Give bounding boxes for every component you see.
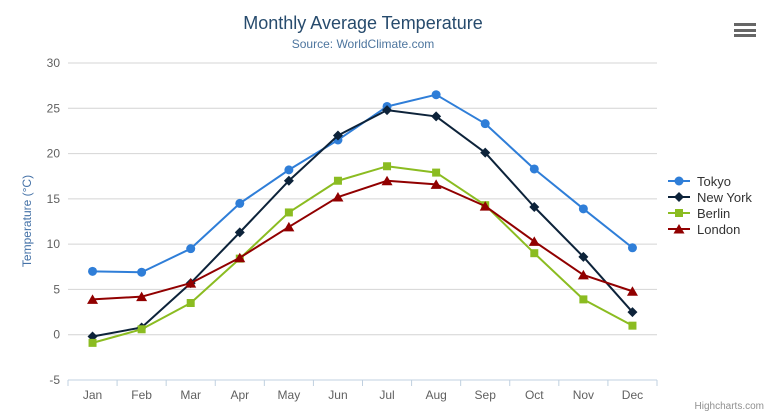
data-point-berlin[interactable] — [333, 176, 342, 185]
x-axis-tick-label: Nov — [573, 388, 594, 402]
data-point-london[interactable] — [283, 221, 295, 232]
x-axis-tick-label: Sep — [475, 388, 497, 402]
data-point-berlin[interactable] — [383, 162, 392, 171]
data-point-london[interactable] — [234, 252, 246, 263]
legend-label: Berlin — [697, 205, 731, 221]
data-point-berlin[interactable] — [137, 325, 146, 334]
y-axis-tick-label: -5 — [49, 373, 60, 387]
data-point-berlin[interactable] — [628, 321, 637, 330]
data-point-new-york[interactable] — [382, 105, 393, 116]
data-point-new-york[interactable] — [431, 111, 442, 122]
legend: Tokyo New York Berlin London — [668, 173, 752, 237]
data-point-berlin[interactable] — [186, 299, 195, 308]
data-point-london[interactable] — [332, 192, 344, 202]
y-axis-tick-label: 20 — [47, 147, 61, 161]
data-point-tokyo[interactable] — [186, 244, 196, 254]
data-point-tokyo[interactable] — [284, 165, 294, 175]
data-point-london[interactable] — [136, 291, 148, 302]
y-axis-tick-label: 30 — [47, 56, 61, 70]
legend-item-new-york[interactable]: New York — [668, 189, 752, 205]
legend-marker-shape — [675, 209, 683, 217]
legend-item-tokyo[interactable]: Tokyo — [668, 173, 752, 189]
y-axis-tick-label: 15 — [47, 192, 61, 206]
x-axis-tick-label: Jul — [379, 388, 394, 402]
legend-label: London — [697, 221, 741, 237]
hamburger-menu-icon — [734, 34, 756, 37]
legend-marker-icon — [668, 209, 690, 217]
data-point-tokyo[interactable] — [578, 204, 588, 214]
data-point-new-york[interactable] — [480, 147, 491, 158]
data-point-new-york[interactable] — [283, 175, 294, 186]
x-axis-tick-label: Jun — [328, 388, 347, 402]
data-point-london[interactable] — [626, 286, 638, 296]
data-point-new-york[interactable] — [234, 227, 245, 238]
data-point-tokyo[interactable] — [431, 90, 441, 100]
y-axis-tick-label: 25 — [47, 101, 61, 115]
legend-item-london[interactable]: London — [668, 221, 752, 237]
hamburger-menu-icon — [734, 23, 756, 26]
y-axis-tick-label: 5 — [53, 282, 60, 296]
series-line-tokyo[interactable] — [91, 93, 634, 274]
data-point-berlin[interactable] — [579, 295, 588, 304]
legend-marker-icon — [668, 176, 690, 186]
data-point-berlin[interactable] — [88, 338, 97, 347]
data-point-london[interactable] — [185, 278, 197, 288]
data-point-london[interactable] — [381, 175, 393, 186]
data-point-new-york[interactable] — [332, 130, 343, 141]
data-point-london[interactable] — [87, 294, 99, 304]
x-axis-tick-label: Oct — [525, 388, 544, 402]
data-point-tokyo[interactable] — [235, 198, 245, 208]
data-point-berlin[interactable] — [284, 208, 293, 217]
legend-marker-shape — [673, 224, 685, 234]
context-menu-button[interactable] — [732, 21, 758, 42]
series-line-new-york[interactable] — [91, 109, 634, 338]
data-point-tokyo[interactable] — [529, 164, 539, 174]
data-point-new-york[interactable] — [529, 202, 540, 213]
legend-marker-shape — [674, 192, 684, 202]
x-axis-tick-label: Dec — [622, 388, 643, 402]
legend-label: New York — [697, 189, 752, 205]
x-axis-tick-label: Mar — [180, 388, 201, 402]
data-point-tokyo[interactable] — [88, 266, 98, 276]
data-point-london[interactable] — [479, 201, 491, 211]
data-point-berlin[interactable] — [432, 168, 441, 177]
y-axis-tick-label: 10 — [47, 237, 61, 251]
y-axis-tick-label: 0 — [53, 328, 60, 342]
data-point-tokyo[interactable] — [137, 267, 147, 277]
chart-title: Monthly Average Temperature — [243, 13, 483, 33]
x-axis-tick-label: Feb — [131, 388, 152, 402]
x-axis-tick-label: Aug — [425, 388, 446, 402]
legend-marker-icon — [668, 192, 690, 202]
series-line-london[interactable] — [91, 179, 634, 301]
data-point-new-york[interactable] — [627, 307, 638, 318]
data-point-london[interactable] — [577, 269, 589, 280]
legend-marker-shape — [674, 176, 684, 186]
legend-label: Tokyo — [697, 173, 731, 189]
data-point-london[interactable] — [430, 179, 442, 189]
data-point-tokyo[interactable] — [480, 119, 490, 129]
hamburger-menu-icon — [734, 28, 756, 32]
legend-marker-icon — [668, 224, 690, 234]
x-axis-tick-label: May — [278, 388, 301, 402]
x-axis-tick-label: Apr — [230, 388, 249, 402]
chart-subtitle: Source: WorldClimate.com — [291, 37, 435, 51]
data-point-london[interactable] — [528, 236, 540, 246]
legend-item-berlin[interactable]: Berlin — [668, 205, 752, 221]
x-axis-tick-label: Jan — [83, 388, 102, 402]
data-point-new-york[interactable] — [578, 251, 589, 262]
data-point-tokyo[interactable] — [627, 243, 637, 253]
data-point-berlin[interactable] — [530, 249, 539, 258]
series-line-berlin[interactable] — [91, 165, 634, 344]
credits-link[interactable]: Highcharts.com — [694, 401, 764, 412]
